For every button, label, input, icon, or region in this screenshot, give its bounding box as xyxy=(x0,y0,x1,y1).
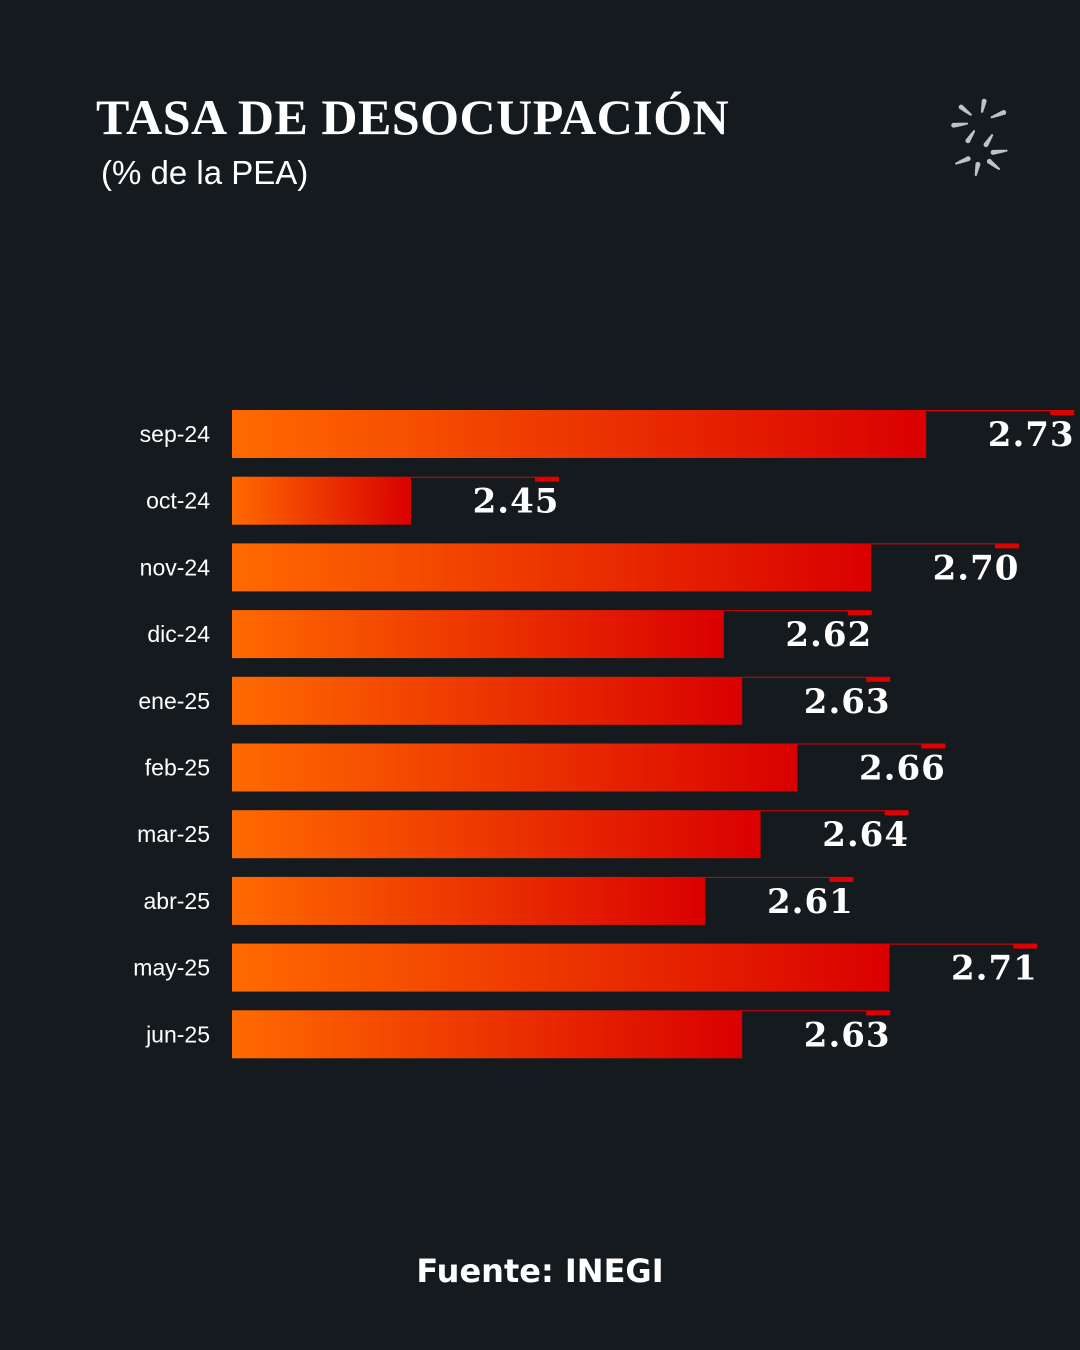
category-label: may-25 xyxy=(133,955,210,981)
chart-subtitle: (% de la PEA) xyxy=(101,154,309,191)
bar xyxy=(232,810,761,859)
value-label: 2.64 xyxy=(822,815,909,855)
bar xyxy=(232,410,927,458)
category-label: mar-25 xyxy=(137,821,210,847)
bar xyxy=(232,943,890,992)
value-label: 2.63 xyxy=(804,682,891,722)
bar-accent-cap xyxy=(884,810,909,816)
dotted-s-logo-icon xyxy=(951,98,1008,176)
value-label: 2.73 xyxy=(988,415,1075,455)
bar-accent-cap xyxy=(1050,410,1075,415)
value-label: 2.66 xyxy=(859,749,946,789)
bar-accent-cap xyxy=(866,1010,891,1016)
bar xyxy=(232,543,871,592)
category-label: nov-24 xyxy=(140,554,211,580)
bars-group: sep-24 2.73 oct-24 2.45 nov-24 2.70 dic-24 2.62… xyxy=(133,410,1075,1059)
bar-accent-cap xyxy=(866,676,891,682)
value-label: 2.71 xyxy=(951,949,1038,989)
value-label: 2.61 xyxy=(767,882,854,922)
bar-accent-cap xyxy=(921,743,946,749)
category-label: oct-24 xyxy=(146,488,210,514)
bar-accent-cap xyxy=(847,610,872,616)
chart-title: TASA DE DESOCUPACIÓN xyxy=(96,89,730,145)
category-label: feb-25 xyxy=(145,755,210,781)
bar xyxy=(232,1010,743,1059)
category-label: sep-24 xyxy=(140,421,211,447)
value-label: 2.62 xyxy=(785,615,872,655)
value-label: 2.63 xyxy=(804,1015,891,1055)
bar-accent-cap xyxy=(1013,943,1038,949)
bar xyxy=(232,676,743,725)
bar xyxy=(232,610,724,659)
category-label: jun-25 xyxy=(145,1021,210,1047)
category-label: abr-25 xyxy=(144,888,210,914)
value-label: 2.45 xyxy=(473,482,560,522)
bar-accent-cap xyxy=(995,543,1019,549)
category-label: dic-24 xyxy=(147,621,210,647)
bar xyxy=(232,876,706,925)
source-note: Fuente: INEGI xyxy=(416,1252,664,1290)
bar xyxy=(232,743,798,792)
bar-accent-cap xyxy=(535,476,559,482)
value-label: 2.70 xyxy=(933,548,1020,588)
bar-accent-cap xyxy=(829,876,854,882)
bar xyxy=(232,476,411,525)
category-label: ene-25 xyxy=(138,688,210,714)
